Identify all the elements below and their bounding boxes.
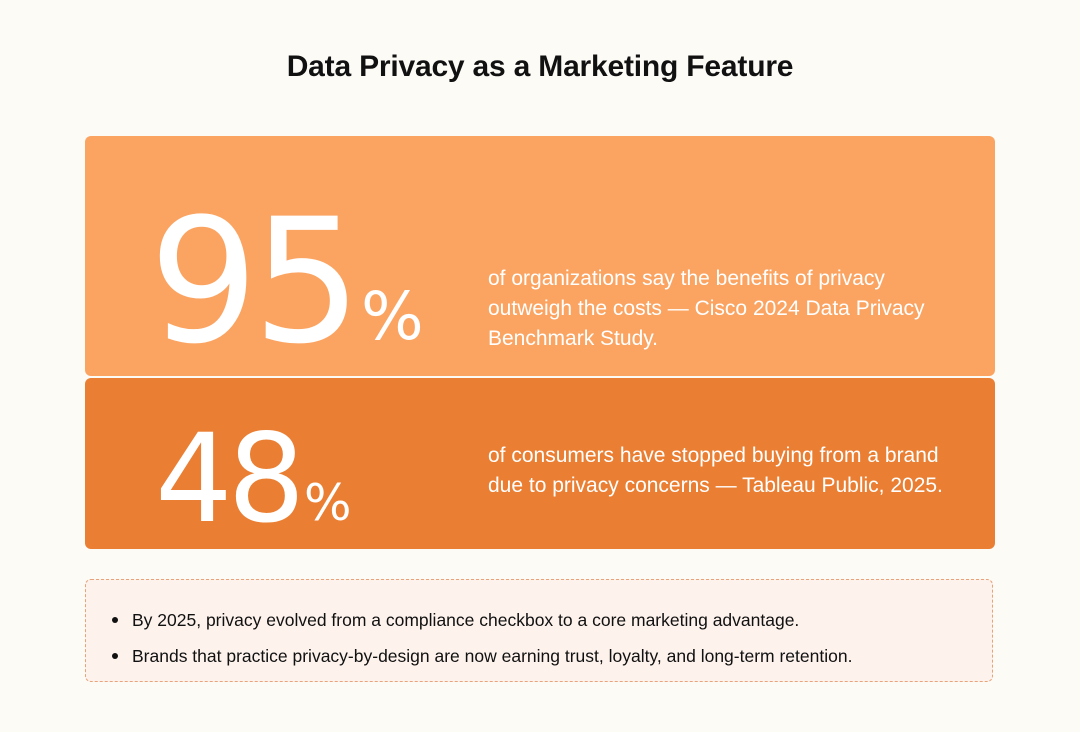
takeaways-list: By 2025, privacy evolved from a complian… xyxy=(112,602,852,674)
stat-number: 95 xyxy=(149,181,362,382)
list-item: Brands that practice privacy-by-design a… xyxy=(112,638,852,674)
stat-description: of organizations say the benefits of pri… xyxy=(488,267,925,350)
stat-percent-sign: % xyxy=(304,474,352,532)
page-title: Data Privacy as a Marketing Feature xyxy=(286,50,794,83)
list-item-text: Brands that practice privacy-by-design a… xyxy=(132,646,853,666)
list-item-text: By 2025, privacy evolved from a complian… xyxy=(132,610,800,630)
bullet-icon xyxy=(112,617,118,623)
stat-card-organizations: 95 % of organizations say the benefits o… xyxy=(85,136,995,376)
stat-number: 48 xyxy=(155,408,305,550)
stat-percent-sign: % xyxy=(361,278,424,355)
stat-card-consumers: 48 % of consumers have stopped buying fr… xyxy=(85,378,995,549)
key-takeaways-box: By 2025, privacy evolved from a complian… xyxy=(85,579,993,682)
list-item: By 2025, privacy evolved from a complian… xyxy=(112,602,852,638)
bullet-icon xyxy=(112,653,118,659)
stat-description: of consumers have stopped buying from a … xyxy=(488,444,943,497)
